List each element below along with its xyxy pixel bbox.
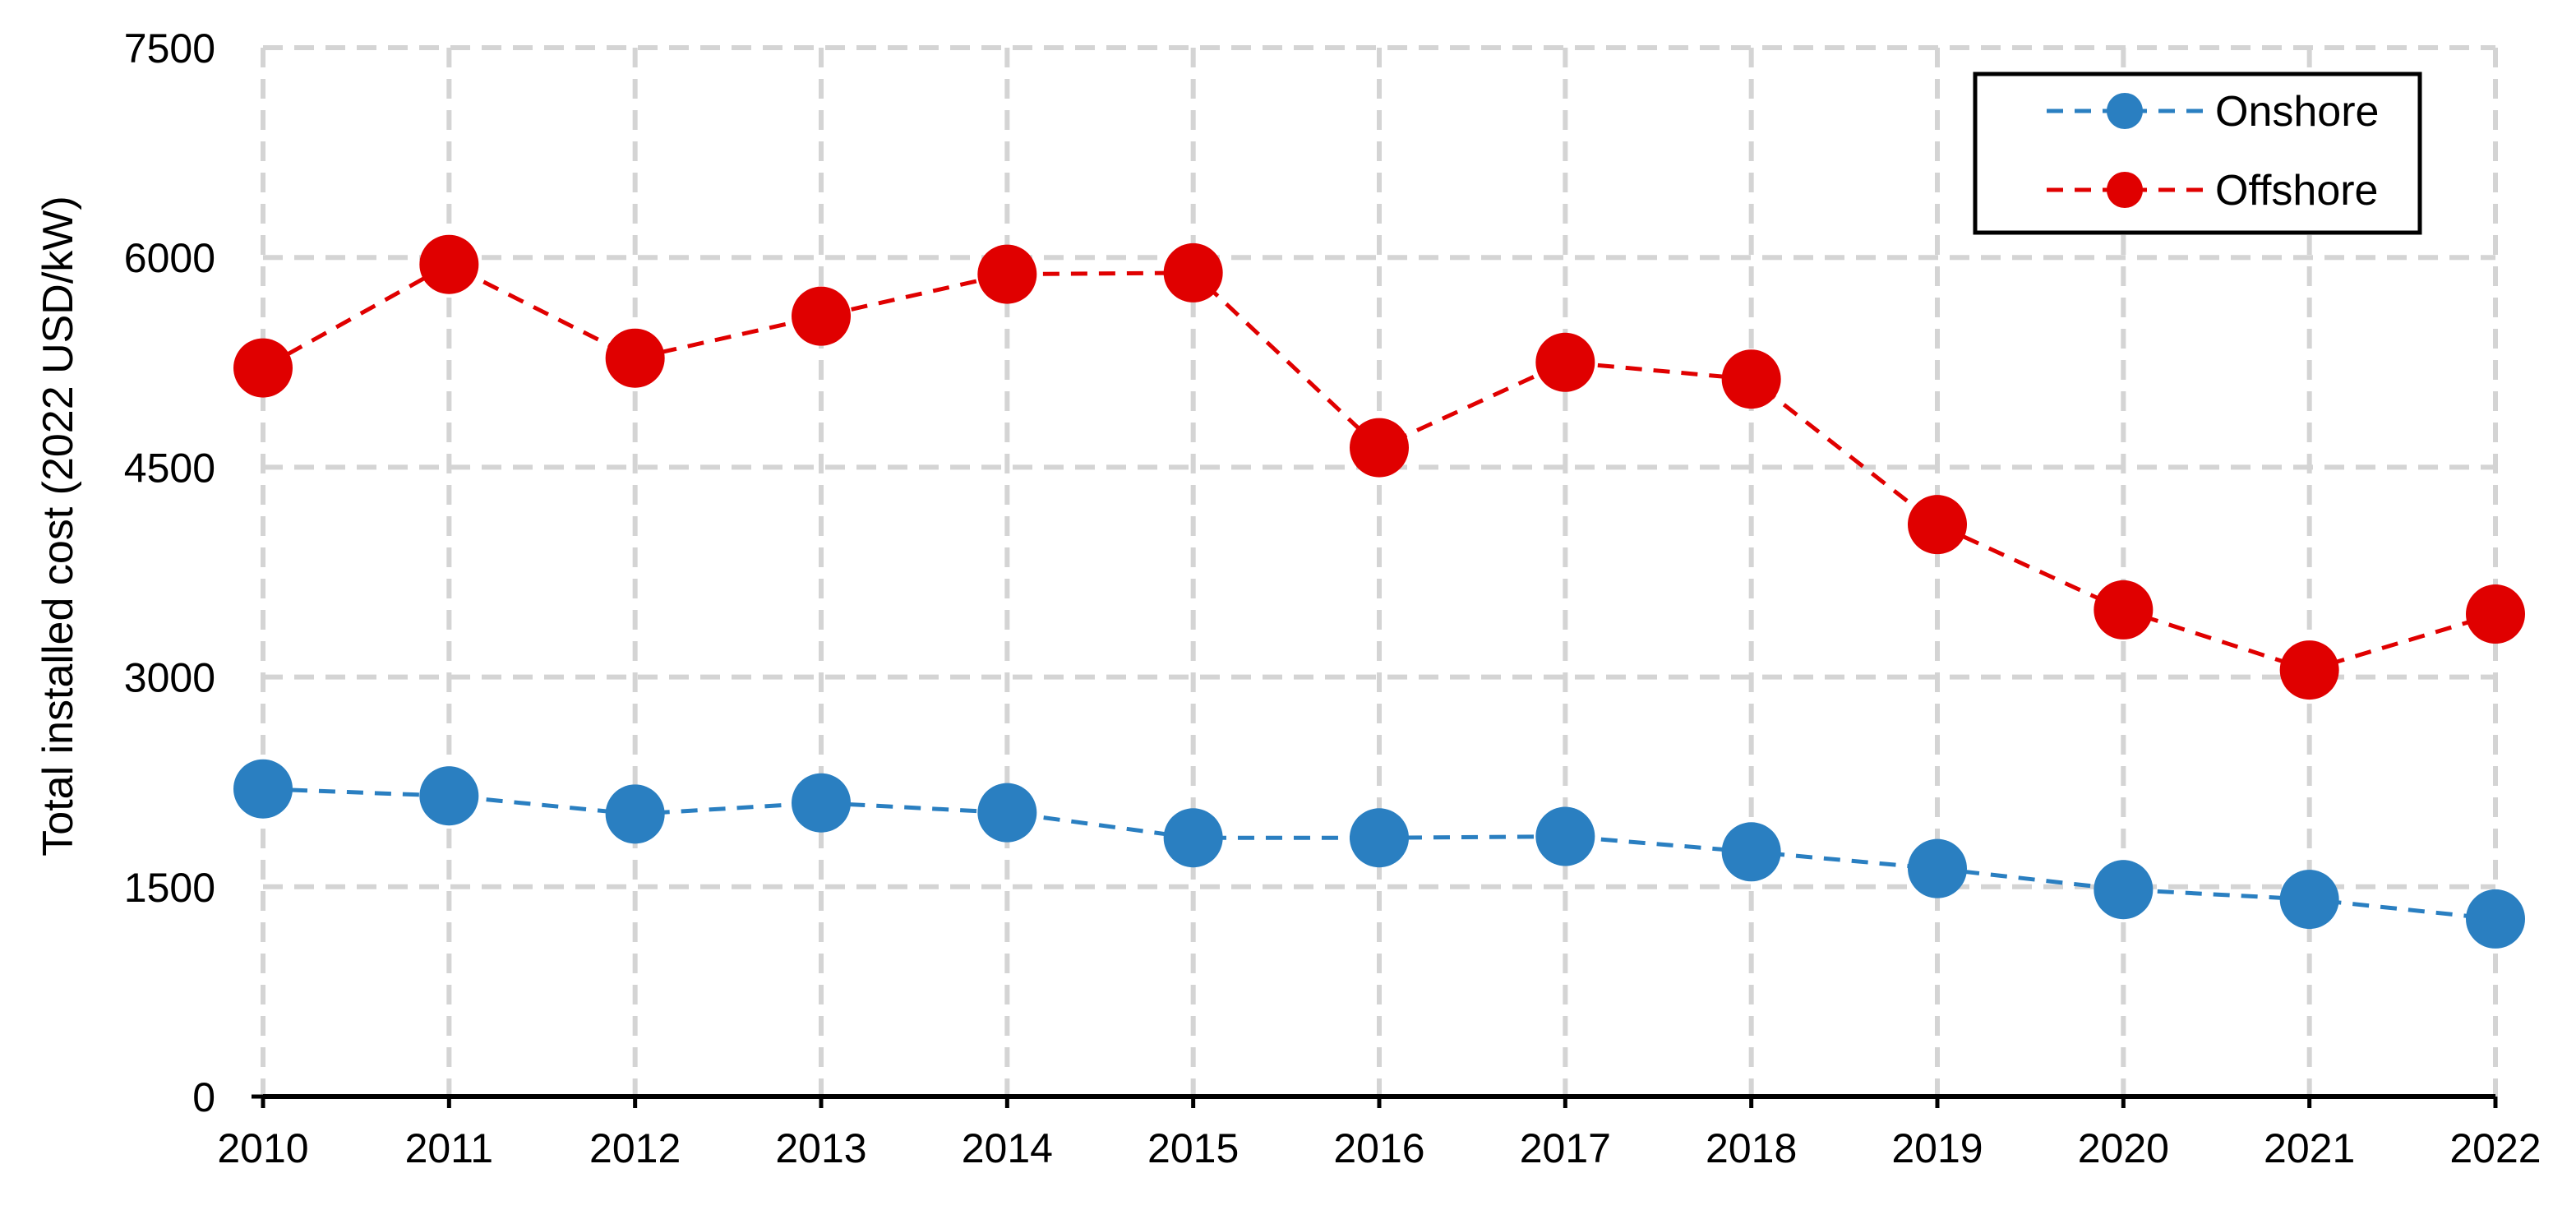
- x-tick-label: 2017: [1520, 1125, 1611, 1171]
- y-tick-label: 4500: [124, 445, 215, 491]
- y-tick-label: 7500: [124, 25, 215, 72]
- data-point-offshore-2019: [1908, 495, 1967, 555]
- y-tick-label: 1500: [124, 865, 215, 911]
- x-tick-label: 2021: [2264, 1125, 2355, 1171]
- data-point-onshore-2021: [2279, 870, 2339, 930]
- data-point-onshore-2011: [419, 766, 479, 826]
- data-point-offshore-2018: [1721, 349, 1781, 409]
- data-point-offshore-2010: [233, 338, 293, 398]
- data-point-offshore-2015: [1163, 242, 1223, 302]
- data-point-onshore-2020: [2094, 860, 2154, 920]
- data-point-offshore-2013: [792, 286, 851, 346]
- data-point-onshore-2012: [605, 784, 665, 844]
- x-tick-label: 2020: [2078, 1125, 2169, 1171]
- data-point-offshore-2020: [2094, 580, 2154, 640]
- data-point-onshore-2022: [2466, 889, 2525, 949]
- data-point-offshore-2011: [419, 234, 479, 294]
- y-tick-label: 0: [192, 1074, 215, 1120]
- series-offshore: [233, 234, 2525, 700]
- data-point-onshore-2017: [1535, 806, 1595, 866]
- legend-item-offshore: Offshore: [2047, 167, 2378, 215]
- data-point-offshore-2017: [1535, 332, 1595, 392]
- data-point-offshore-2014: [977, 244, 1037, 304]
- x-tick-label: 2018: [1706, 1125, 1797, 1171]
- data-point-offshore-2012: [605, 328, 665, 388]
- x-tick-label: 2010: [217, 1125, 308, 1171]
- data-point-onshore-2018: [1721, 822, 1781, 882]
- x-tick-label: 2019: [1891, 1125, 1983, 1171]
- legend-marker-swatch: [2107, 172, 2143, 208]
- data-point-onshore-2019: [1908, 838, 1967, 898]
- axes: [252, 1094, 2498, 1108]
- tick-labels: 0 1500 3000 4500 6000 7500 2010 2011 2012 2013 201…: [124, 25, 2541, 1171]
- data-point-offshore-2022: [2466, 584, 2525, 644]
- x-tick-label: 2022: [2449, 1125, 2541, 1171]
- x-tick-label: 2014: [962, 1125, 1053, 1171]
- y-axis-title: Total installed cost (2022 USD/kW): [35, 196, 82, 856]
- data-point-onshore-2015: [1163, 808, 1223, 868]
- x-tick-label: 2013: [775, 1125, 866, 1171]
- data-point-offshore-2021: [2279, 640, 2339, 700]
- legend: Onshore Offshore: [1973, 72, 2422, 235]
- x-tick-label: 2012: [589, 1125, 681, 1171]
- y-tick-label: 3000: [124, 655, 215, 701]
- data-point-onshore-2013: [792, 773, 851, 833]
- legend-item-onshore: Onshore: [2047, 88, 2379, 136]
- data-point-onshore-2016: [1350, 808, 1409, 868]
- data-series: [233, 234, 2525, 949]
- x-tick-label: 2011: [405, 1125, 494, 1171]
- data-point-offshore-2016: [1350, 418, 1409, 478]
- legend-entries: Onshore Offshore: [2047, 88, 2379, 215]
- series-onshore: [233, 759, 2525, 949]
- data-point-onshore-2010: [233, 759, 293, 819]
- legend-box: [1973, 72, 2422, 235]
- x-tick-label: 2015: [1147, 1125, 1239, 1171]
- legend-label: Offshore: [2215, 167, 2378, 215]
- x-tick-label: 2016: [1333, 1125, 1424, 1171]
- y-tick-label: 6000: [124, 235, 215, 281]
- data-point-onshore-2014: [977, 783, 1037, 843]
- legend-label: Onshore: [2215, 88, 2379, 136]
- legend-marker-swatch: [2107, 93, 2143, 129]
